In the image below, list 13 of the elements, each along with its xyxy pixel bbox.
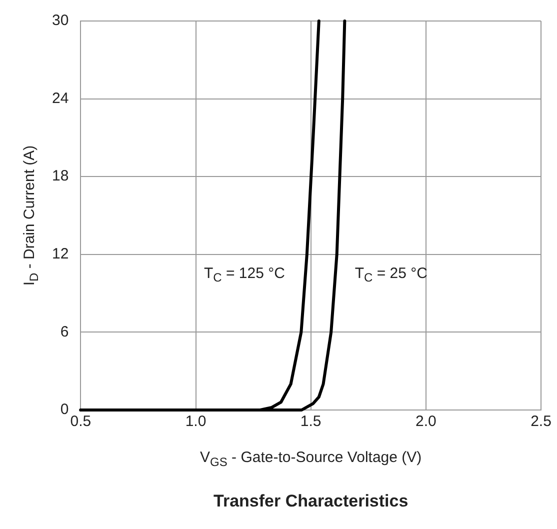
- x-tick-label: 1.0: [185, 413, 206, 430]
- y-axis-title: ID - Drain Current (A): [21, 145, 41, 286]
- x-tick-label: 2.0: [415, 413, 436, 430]
- x-tick-label: 2.5: [530, 413, 552, 430]
- text: Transfer Characteristics: [214, 492, 408, 511]
- y-tick-label: 0: [60, 401, 69, 418]
- y-tick-label: 24: [52, 90, 69, 107]
- y-tick-label: 18: [52, 168, 69, 185]
- x-tick-label: 0.5: [70, 413, 92, 430]
- y-tick-label: 30: [52, 12, 69, 30]
- y-tick-label: 12: [52, 246, 69, 263]
- y-tick-label: 6: [60, 323, 69, 340]
- x-tick-label: 1.5: [300, 413, 322, 430]
